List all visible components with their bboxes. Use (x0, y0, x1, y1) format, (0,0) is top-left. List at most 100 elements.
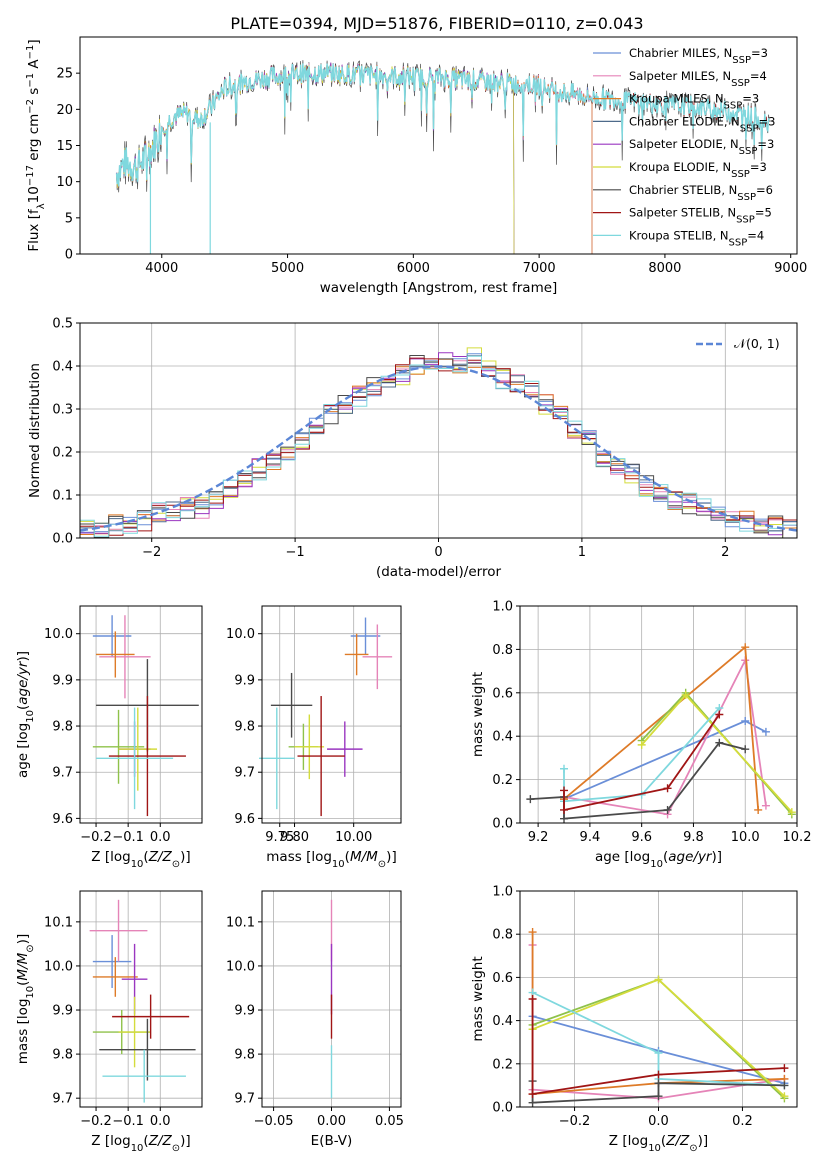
y-axis-label: Flux [fλ10−17 erg cm−2 s−1 A−1] (25, 39, 47, 251)
y-tick-label: 15 (56, 139, 73, 154)
y-tick-label: 0.0 (492, 1101, 513, 1116)
y-tick-label: 9.9 (234, 673, 255, 688)
errorbar-point (362, 624, 393, 690)
spectrum-series-4 (116, 62, 515, 254)
x-tick-label: 10.0 (731, 830, 760, 845)
legend-entry: Chabrier MILES, NSSP=3 (629, 46, 768, 66)
x-tick-label: 0.05 (375, 1114, 404, 1129)
errorbar-point (259, 707, 295, 810)
x-tick-label: −0.1 (112, 1114, 144, 1129)
y-axis-label: mass [log10(M/M⊙)] (15, 934, 36, 1064)
x-tick-label: −0.2 (80, 1114, 112, 1129)
normal-curve (79, 365, 798, 532)
mass-weight-series-0 (563, 720, 767, 800)
y-axis-label: mass weight (470, 672, 486, 757)
panel-7: −0.2 0.0 0.2 0.0 0.2 0.4 0.6 0.8 1.0 Z [log10(Z/Z… (470, 885, 798, 1154)
spectrum-series-8 (115, 63, 770, 187)
x-axis-label: E(B-V) (311, 1133, 353, 1149)
x-tick-label: 10.2 (783, 830, 812, 845)
x-axis-label: Z [log10(Z/Z⊙)] (91, 849, 190, 870)
spectrum-legend: Chabrier MILES, NSSP=3 Salpeter MILES, NS… (593, 46, 775, 248)
mass-weight-marker (528, 928, 537, 937)
errorbar-point (92, 935, 132, 988)
legend-entry: 𝒩(0, 1) (734, 336, 780, 351)
mass-weight-marker (761, 727, 770, 736)
x-tick-label: 0.00 (317, 1114, 346, 1129)
mass-weight-marker (754, 805, 763, 814)
y-tick-label: 9.8 (234, 1048, 255, 1063)
y-tick-label: 0.4 (52, 360, 73, 375)
y-tick-label: 0.4 (492, 730, 513, 745)
y-tick-label: 0.8 (492, 643, 513, 658)
mass-weight-marker (654, 975, 663, 984)
panel-2: −0.2 −0.1 0.0 9.6 9.7 9.8 9.9 10.0 Z [log10(Z/Z⊙… (15, 605, 203, 870)
legend-entry: Kroupa ELODIE, NSSP=3 (629, 160, 767, 180)
y-tick-label: 9.9 (52, 673, 73, 688)
x-tick-label: −1 (286, 545, 305, 560)
mass-weight-marker (526, 795, 535, 804)
legend-entry: Salpeter ELODIE, NSSP=3 (629, 137, 774, 157)
x-tick-label: 2 (721, 545, 729, 560)
y-tick-label: 10.0 (44, 627, 73, 642)
y-tick-label: 0.6 (492, 971, 513, 986)
mass-weight-marker (654, 1079, 663, 1088)
y-tick-label: 20 (56, 103, 73, 118)
errorbar-point (327, 721, 363, 777)
x-tick-label: 9.8 (683, 830, 704, 845)
x-axis-label: (data-model)/error (376, 564, 502, 580)
mass-weight-series-7 (531, 999, 785, 1096)
mass-weight-marker (780, 1081, 789, 1090)
y-tick-label: 9.7 (234, 1092, 255, 1107)
y-tick-label: 10.0 (226, 627, 255, 642)
panel-3: 9.759.80 10.00 9.6 9.7 9.8 9.9 10.0 mass [log10… (226, 605, 402, 870)
mass-weight-series-1 (563, 657, 767, 816)
axes-frame (261, 605, 402, 824)
y-tick-label: 0.6 (492, 686, 513, 701)
mass-weight-marker (560, 786, 569, 795)
errorbar-point (294, 714, 325, 780)
legend-entry: Salpeter MILES, NSSP=4 (629, 69, 767, 89)
mass-weight-marker (761, 801, 770, 810)
panel-4: 9.2 9.4 9.6 9.8 10.0 10.2 0.0 0.2 0.4 0.6 0.8 1.0 ag… (470, 600, 811, 870)
mass-weight-marker (681, 690, 690, 699)
y-tick-label: 10.0 (44, 959, 73, 974)
y-tick-label: 0.2 (492, 1057, 513, 1072)
x-tick-label: 9.2 (528, 830, 549, 845)
axes-frame (79, 605, 203, 824)
y-tick-label: 9.8 (52, 720, 73, 735)
mass-weight-marker (560, 805, 569, 814)
x-tick-label: 10.00 (335, 830, 372, 845)
mass-weight-marker (654, 1092, 663, 1101)
mass-weight-series-5 (532, 991, 785, 1087)
x-axis-label: Z [log10(Z/Z⊙)] (609, 1133, 708, 1154)
y-tick-label: 9.7 (234, 766, 255, 781)
mass-weight-series-5 (563, 707, 720, 803)
y-tick-label: 10.0 (226, 959, 255, 974)
x-tick-label: 9.6 (631, 830, 652, 845)
y-tick-label: 9.6 (234, 812, 255, 827)
x-tick-label: −0.2 (559, 1114, 591, 1129)
figure-title: PLATE=0394, MJD=51876, FIBERID=0110, z=0… (230, 14, 643, 33)
x-tick-label: 0.0 (150, 830, 171, 845)
x-tick-label: 9.75 (265, 830, 294, 845)
errorbar-point (350, 617, 381, 655)
panel-5: −0.2 −0.1 0.0 9.7 9.8 9.9 10.0 10.1 Z [log10(Z/Z… (15, 890, 203, 1154)
axes-frame (519, 605, 798, 824)
errorbar-point (270, 672, 313, 738)
x-tick-label: −0.2 (80, 830, 112, 845)
panel-6: −0.05 0.00 0.05 9.7 9.8 9.9 10.0 10.1 E(B-V) (226, 890, 404, 1149)
y-tick-label: 25 (56, 67, 73, 82)
y-tick-label: 9.7 (52, 766, 73, 781)
mass-weight-series-7 (563, 713, 721, 812)
y-tick-label: 0.3 (52, 403, 73, 418)
mass-weight-marker (637, 740, 646, 749)
errorbar-point (96, 707, 174, 810)
axes-frame (79, 890, 203, 1108)
legend-entry: Salpeter STELIB, NSSP=5 (629, 206, 772, 226)
y-tick-label: 0.2 (52, 446, 73, 461)
x-tick-label: −0.1 (112, 830, 144, 845)
y-tick-label: 9.8 (52, 1048, 73, 1063)
spectrum-series-3 (116, 63, 515, 254)
errorbar-point (89, 899, 148, 962)
y-tick-label: 0.4 (492, 1014, 513, 1029)
